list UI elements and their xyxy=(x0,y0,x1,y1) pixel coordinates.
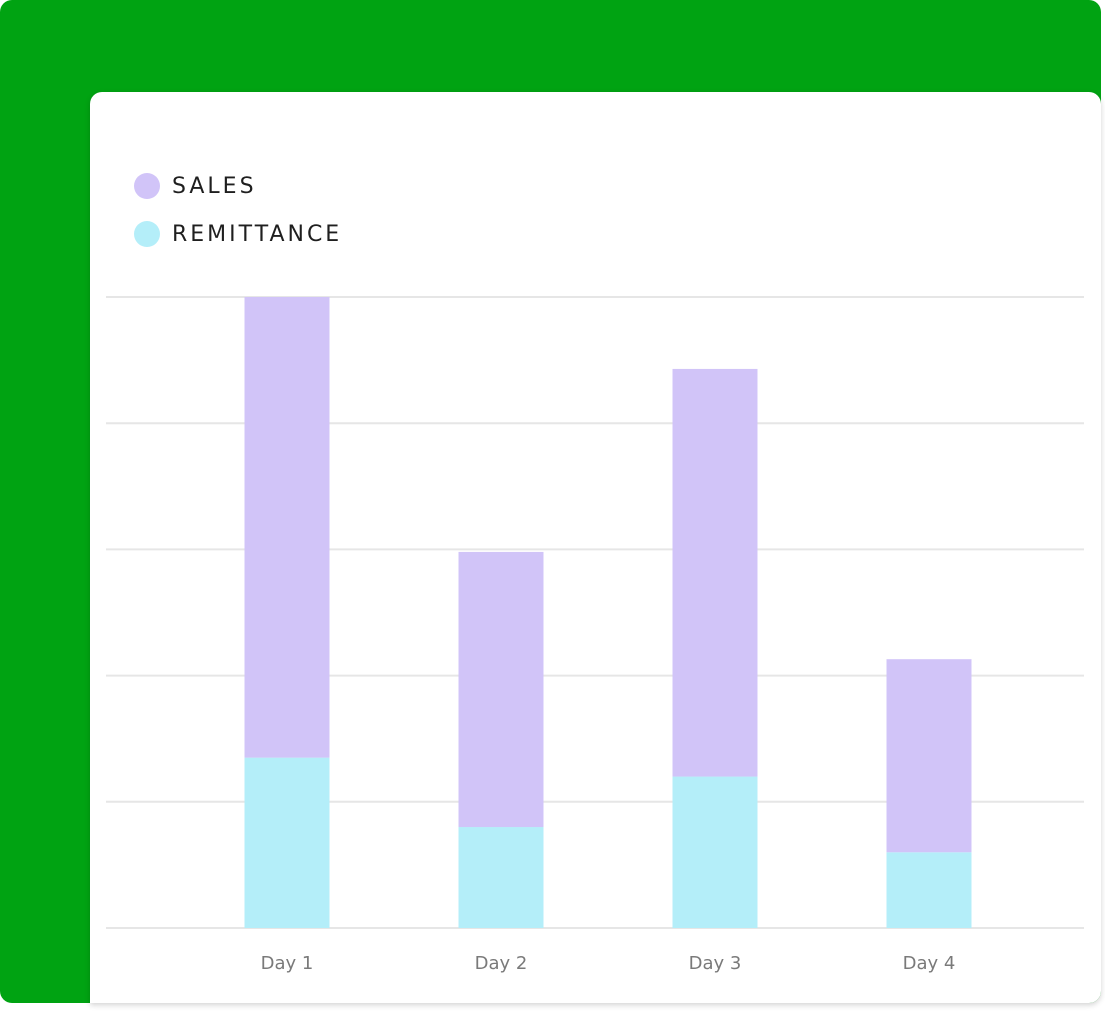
bar-sales-day-1 xyxy=(244,297,330,758)
chart-card: SALES REMITTANCE Day 1 Day 2 Day 3 Day 4 xyxy=(90,92,1101,1003)
bar-sales-day-4 xyxy=(886,659,972,853)
legend-label-sales: SALES xyxy=(172,173,257,199)
legend-item-sales: SALES xyxy=(134,172,342,200)
bars xyxy=(244,297,972,928)
bar-remittance-day-3 xyxy=(672,776,758,928)
bar-remittance-day-2 xyxy=(458,827,544,928)
legend-label-remittance: REMITTANCE xyxy=(172,221,343,247)
x-axis-labels: Day 1 Day 2 Day 3 Day 4 xyxy=(261,953,956,974)
x-tick-label: Day 2 xyxy=(475,953,528,974)
legend-item-remittance: REMITTANCE xyxy=(134,220,342,248)
x-tick-label: Day 3 xyxy=(689,953,742,974)
legend-swatch-sales xyxy=(134,173,160,199)
bar-sales-day-3 xyxy=(672,368,758,777)
bar-remittance-day-4 xyxy=(886,852,972,928)
legend-swatch-remittance xyxy=(134,221,160,247)
bar-sales-day-2 xyxy=(458,551,544,828)
bar-remittance-day-1 xyxy=(244,757,330,928)
chart-legend: SALES REMITTANCE xyxy=(134,172,342,268)
x-tick-label: Day 1 xyxy=(261,953,314,974)
stacked-bar-chart: Day 1 Day 2 Day 3 Day 4 xyxy=(106,296,1084,974)
x-tick-label: Day 4 xyxy=(903,953,956,974)
